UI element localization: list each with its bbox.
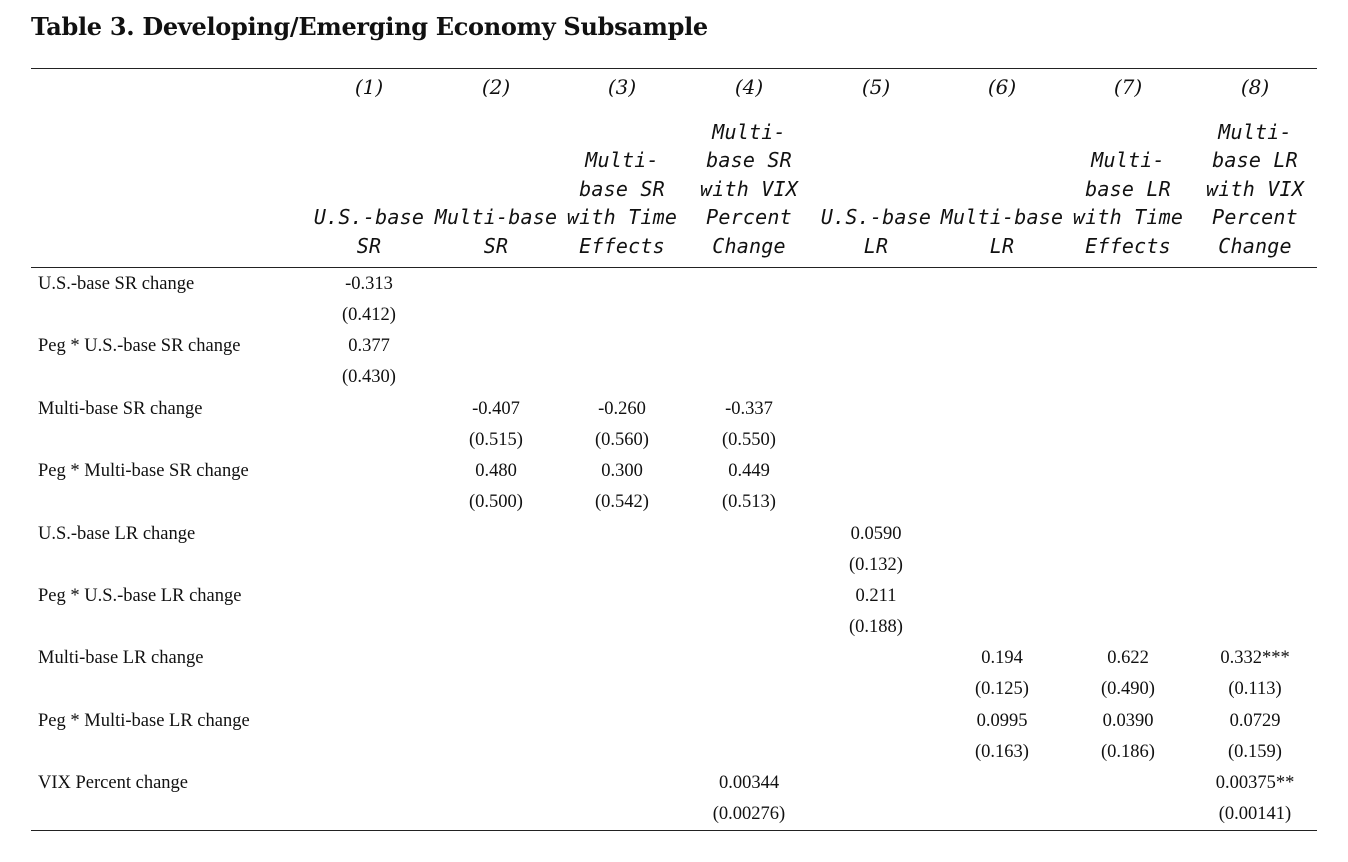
column-header: Multi-base SR bbox=[434, 205, 558, 258]
coefficient-cell: -0.260 bbox=[598, 398, 646, 419]
coefficient-cell: 0.0590 bbox=[850, 523, 902, 544]
coefficient-cell: 0.194 bbox=[981, 648, 1023, 669]
column-number: (3) bbox=[607, 75, 637, 99]
column-number: (2) bbox=[481, 75, 511, 99]
coefficient-cell: -0.313 bbox=[345, 274, 393, 294]
row-label: U.S.-base LR change bbox=[38, 523, 196, 544]
standard-error-cell: (0.515) bbox=[469, 429, 523, 450]
bottom-rule bbox=[31, 830, 1317, 831]
coefficient-cell: 0.211 bbox=[855, 586, 897, 606]
row-label: Peg * Multi-base LR change bbox=[38, 710, 250, 731]
row-label: VIX Percent change bbox=[38, 773, 188, 794]
standard-error-cell: (0.500) bbox=[469, 492, 523, 513]
standard-error-cell: (0.188) bbox=[849, 617, 903, 637]
coefficient-cell: 0.0995 bbox=[976, 710, 1028, 731]
row-label: Peg * U.S.-base LR change bbox=[38, 586, 242, 606]
standard-error-cell: (0.159) bbox=[1228, 741, 1282, 762]
standard-error-cell: (0.412) bbox=[342, 305, 396, 325]
column-number: (7) bbox=[1113, 75, 1143, 99]
column-header: Multi-base LR bbox=[940, 205, 1064, 258]
coefficient-cell: 0.300 bbox=[601, 461, 643, 482]
header-rule bbox=[31, 267, 1317, 268]
column-header: U.S.-base LR bbox=[820, 205, 932, 258]
coefficient-cell: 0.377 bbox=[348, 336, 390, 357]
coefficient-cell: 0.332*** bbox=[1220, 648, 1290, 669]
column-number: (5) bbox=[861, 75, 891, 99]
standard-error-cell: (0.550) bbox=[722, 429, 776, 450]
coefficient-cell: 0.449 bbox=[728, 461, 770, 482]
standard-error-cell: (0.560) bbox=[595, 429, 649, 450]
column-number: (1) bbox=[354, 75, 384, 99]
coefficient-cell: -0.407 bbox=[472, 398, 520, 419]
column-header: Multi- base SR with VIX Percent Change bbox=[700, 119, 798, 258]
coefficient-cell: 0.480 bbox=[475, 461, 517, 482]
row-label: Peg * U.S.-base SR change bbox=[38, 336, 241, 357]
coefficient-cell: 0.0390 bbox=[1102, 710, 1154, 731]
row-label: U.S.-base SR change bbox=[38, 274, 195, 294]
standard-error-cell: (0.00276) bbox=[712, 804, 786, 825]
coefficient-cell: 0.0729 bbox=[1229, 710, 1281, 731]
column-number: (6) bbox=[987, 75, 1017, 99]
standard-error-cell: (0.430) bbox=[342, 367, 396, 388]
coefficient-cell: 0.622 bbox=[1107, 648, 1149, 669]
coefficient-cell: -0.337 bbox=[725, 398, 773, 419]
column-header: Multi- base LR with Time Effects bbox=[1072, 148, 1184, 258]
row-label: Multi-base LR change bbox=[38, 648, 204, 669]
column-number: (4) bbox=[734, 75, 764, 99]
column-number: (8) bbox=[1240, 75, 1270, 99]
table-title: Table 3. Developing/Emerging Economy Sub… bbox=[31, 12, 708, 41]
standard-error-cell: (0.513) bbox=[722, 492, 776, 513]
coefficient-cell: 0.00344 bbox=[718, 773, 780, 794]
column-header: U.S.-base SR bbox=[313, 205, 425, 258]
standard-error-cell: (0.186) bbox=[1101, 741, 1155, 762]
row-label: Peg * Multi-base SR change bbox=[38, 461, 249, 482]
coefficient-cell: 0.00375** bbox=[1215, 773, 1295, 794]
standard-error-cell: (0.163) bbox=[975, 741, 1029, 762]
top-rule bbox=[31, 68, 1317, 69]
standard-error-cell: (0.542) bbox=[595, 492, 649, 513]
column-header: Multi- base LR with VIX Percent Change bbox=[1206, 119, 1304, 258]
column-header: Multi- base SR with Time Effects bbox=[566, 148, 678, 258]
row-label: Multi-base SR change bbox=[38, 398, 203, 419]
standard-error-cell: (0.490) bbox=[1101, 679, 1155, 700]
standard-error-cell: (0.113) bbox=[1228, 679, 1282, 700]
standard-error-cell: (0.00141) bbox=[1218, 804, 1292, 825]
standard-error-cell: (0.132) bbox=[849, 554, 903, 575]
standard-error-cell: (0.125) bbox=[975, 679, 1029, 700]
